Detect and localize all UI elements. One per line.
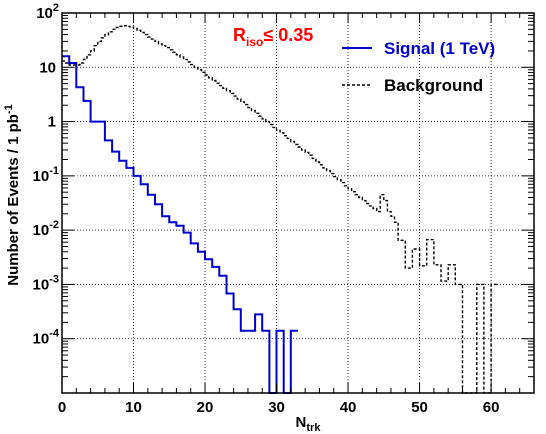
series-signal-line [62, 55, 298, 394]
x-tick-label: 10 [125, 399, 142, 416]
y-tick-exponent: -1 [49, 165, 59, 177]
legend: Signal (1 TeV) Background [342, 39, 495, 95]
x-tick-label: 40 [340, 399, 357, 416]
x-tick-label: 60 [483, 399, 500, 416]
isolation-annotation: Riso≤ 0.35 [233, 25, 313, 49]
plot-frame [61, 12, 535, 394]
legend-label-signal: Signal (1 TeV) [384, 39, 495, 58]
y-tick-label: 10-1 [33, 165, 59, 185]
x-tick-label: 20 [197, 399, 214, 416]
y-tick-label: 10-2 [33, 219, 59, 239]
series-layer [62, 25, 499, 394]
annotation-main: R [233, 25, 246, 45]
y-tick-mantissa: 1 [48, 114, 56, 131]
annotation-sub: iso [246, 35, 263, 49]
y-tick-exponent: -4 [49, 328, 60, 340]
series-background-line [62, 25, 499, 394]
ticks [61, 12, 535, 393]
y-tick-label: 102 [36, 2, 59, 22]
y-tick-mantissa: 10 [33, 222, 50, 239]
y-tick-exponent: 2 [53, 2, 59, 14]
y-tick-mantissa: 10 [36, 5, 53, 22]
x-tick-label: 0 [58, 399, 66, 416]
y-tick-mantissa: 10 [39, 59, 56, 76]
y-tick-exponent: -2 [49, 219, 59, 231]
y-tick-mantissa: 10 [33, 331, 50, 348]
x-tick-label: 50 [411, 399, 428, 416]
legend-label-background: Background [384, 76, 483, 95]
x-axis-title: Ntrk [296, 414, 322, 434]
y-tick-label: 10 [39, 59, 56, 76]
x-axis-title-sub: trk [306, 422, 321, 434]
x-tick-label: 30 [268, 399, 285, 416]
annotation-rest: ≤ 0.35 [263, 25, 313, 45]
y-axis-title-sup: -1 [3, 104, 15, 114]
y-axis-title: Number of Events / 1 pb-1 [3, 104, 22, 285]
y-axis-title-main: Number of Events / 1 pb [5, 114, 22, 286]
y-tick-exponent: -3 [49, 273, 59, 285]
y-tick-mantissa: 10 [33, 168, 50, 185]
y-tick-mantissa: 10 [33, 276, 50, 293]
x-axis-title-main: N [296, 414, 307, 431]
y-tick-label: 10-3 [33, 273, 59, 293]
y-tick-label: 10-4 [33, 328, 60, 348]
y-tick-label: 1 [48, 114, 56, 131]
